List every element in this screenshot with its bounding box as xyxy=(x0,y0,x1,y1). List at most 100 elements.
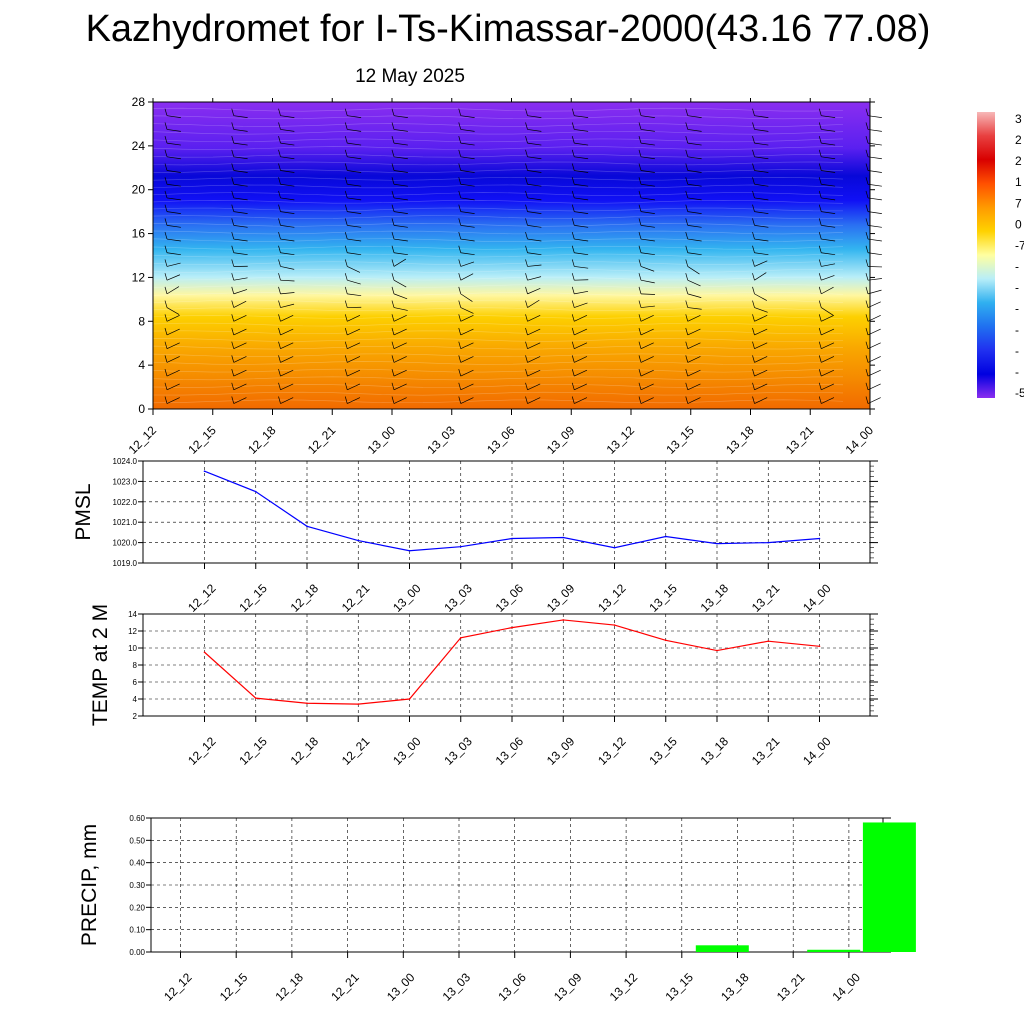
wind-barb-flag xyxy=(685,327,689,336)
wind-barb-flag xyxy=(391,341,395,349)
wind-barb xyxy=(821,238,836,242)
data-point xyxy=(767,640,770,642)
wind-barb-flag xyxy=(685,355,689,363)
colorbar-label: 3 xyxy=(1015,112,1022,126)
wind-barb xyxy=(166,356,180,363)
wind-barb-flag xyxy=(571,259,575,267)
wind-barb-flag xyxy=(571,136,575,144)
wind-barb xyxy=(821,197,836,201)
wind-barb xyxy=(393,383,407,391)
wind-barb xyxy=(166,115,181,119)
wind-barb xyxy=(574,328,588,336)
wind-barb xyxy=(347,293,362,297)
wind-barb-flag xyxy=(458,355,462,363)
y-tick-label: 0.00 xyxy=(129,948,145,957)
wind-barb-flag xyxy=(391,163,395,171)
wind-barb-flag xyxy=(525,273,528,281)
wind-barb-flag xyxy=(752,177,755,185)
wind-barb-flag xyxy=(865,136,869,144)
wind-barb xyxy=(687,266,700,275)
x-tick-label: 13_18 xyxy=(718,970,752,1004)
wind-barb xyxy=(166,129,181,132)
wind-barb xyxy=(687,225,702,228)
data-point xyxy=(357,703,360,705)
wind-barb-flag xyxy=(458,314,462,322)
wind-barb-flag xyxy=(685,190,689,199)
x-tick-label: 14_00 xyxy=(843,423,877,457)
wind-barb-flag xyxy=(278,231,281,240)
wind-barb xyxy=(280,156,295,160)
wind-barb xyxy=(280,356,294,363)
colorbar-label: 7 xyxy=(1015,196,1022,210)
wind-barb-flag xyxy=(571,327,575,336)
wind-barb xyxy=(527,156,542,160)
wind-barb-flag xyxy=(818,273,822,281)
wind-barb-flag xyxy=(391,314,395,322)
colorbar-label: -5 xyxy=(1015,386,1024,400)
wind-barb-flag xyxy=(752,273,755,281)
wind-barb-flag xyxy=(685,122,689,130)
wind-barb xyxy=(460,273,474,281)
y-tick-label: 20 xyxy=(132,183,146,197)
wind-barb xyxy=(280,342,294,350)
wind-barb-flag xyxy=(818,122,822,130)
isoline xyxy=(152,261,844,265)
wind-barb xyxy=(574,170,589,173)
wind-barb-flag xyxy=(685,204,689,212)
wind-barb xyxy=(574,211,589,214)
wind-barb-flag xyxy=(571,218,575,226)
wind-barb-flag xyxy=(391,218,395,226)
wind-barb-flag xyxy=(638,177,642,185)
wind-barb-flag xyxy=(525,122,528,130)
wind-barb-flag xyxy=(458,286,462,294)
wind-barb xyxy=(687,356,701,363)
wind-barb xyxy=(233,328,247,336)
wind-barb xyxy=(527,397,541,404)
wind-barb-flag xyxy=(164,355,168,363)
data-bar xyxy=(862,822,916,952)
isoline xyxy=(152,223,844,227)
wind-barb-flag xyxy=(818,341,822,349)
wind-barb xyxy=(460,369,474,377)
wind-barb-flag xyxy=(278,286,281,294)
wind-barb-flag xyxy=(818,369,822,377)
y-tick-label: 12 xyxy=(128,627,137,636)
wind-barb xyxy=(754,342,768,350)
wind-barb xyxy=(393,252,408,256)
wind-barb xyxy=(754,129,769,132)
wind-barb xyxy=(393,238,408,242)
wind-barb xyxy=(460,328,474,336)
colorbar-label: 1 xyxy=(1015,175,1022,189)
wind-barb xyxy=(233,156,248,160)
wind-barb-flag xyxy=(525,204,528,212)
x-tick-label: 13_18 xyxy=(698,734,732,768)
wind-barb xyxy=(754,252,769,256)
wind-barb xyxy=(640,279,655,284)
wind-barb-flag xyxy=(391,273,395,281)
wind-barb-flag xyxy=(164,136,168,144)
wind-barb-flag xyxy=(278,245,281,253)
wind-barb-flag xyxy=(344,204,348,212)
wind-barb-flag xyxy=(685,218,689,226)
wind-barb xyxy=(527,342,541,350)
data-point xyxy=(664,535,667,538)
x-tick-label: 13_21 xyxy=(749,734,783,768)
wind-barb-flag xyxy=(231,245,235,253)
x-tick-label: 13_03 xyxy=(424,423,458,457)
wind-barb xyxy=(460,356,474,363)
wind-barb xyxy=(393,258,407,267)
wind-barb-flag xyxy=(638,314,642,322)
data-point xyxy=(511,626,513,629)
wind-barb-flag xyxy=(458,382,462,390)
wind-barb-flag xyxy=(752,396,755,404)
wind-barb-flag xyxy=(818,177,822,185)
wind-barb-flag xyxy=(571,245,575,253)
wind-barb-flag xyxy=(278,259,281,267)
wind-barb xyxy=(393,369,407,377)
x-tick-label: 13_09 xyxy=(551,970,585,1004)
data-point xyxy=(511,537,513,540)
wind-barb-flag xyxy=(391,259,395,267)
wind-barb-flag xyxy=(458,369,462,377)
data-point xyxy=(357,539,360,542)
wind-barb xyxy=(393,129,408,132)
